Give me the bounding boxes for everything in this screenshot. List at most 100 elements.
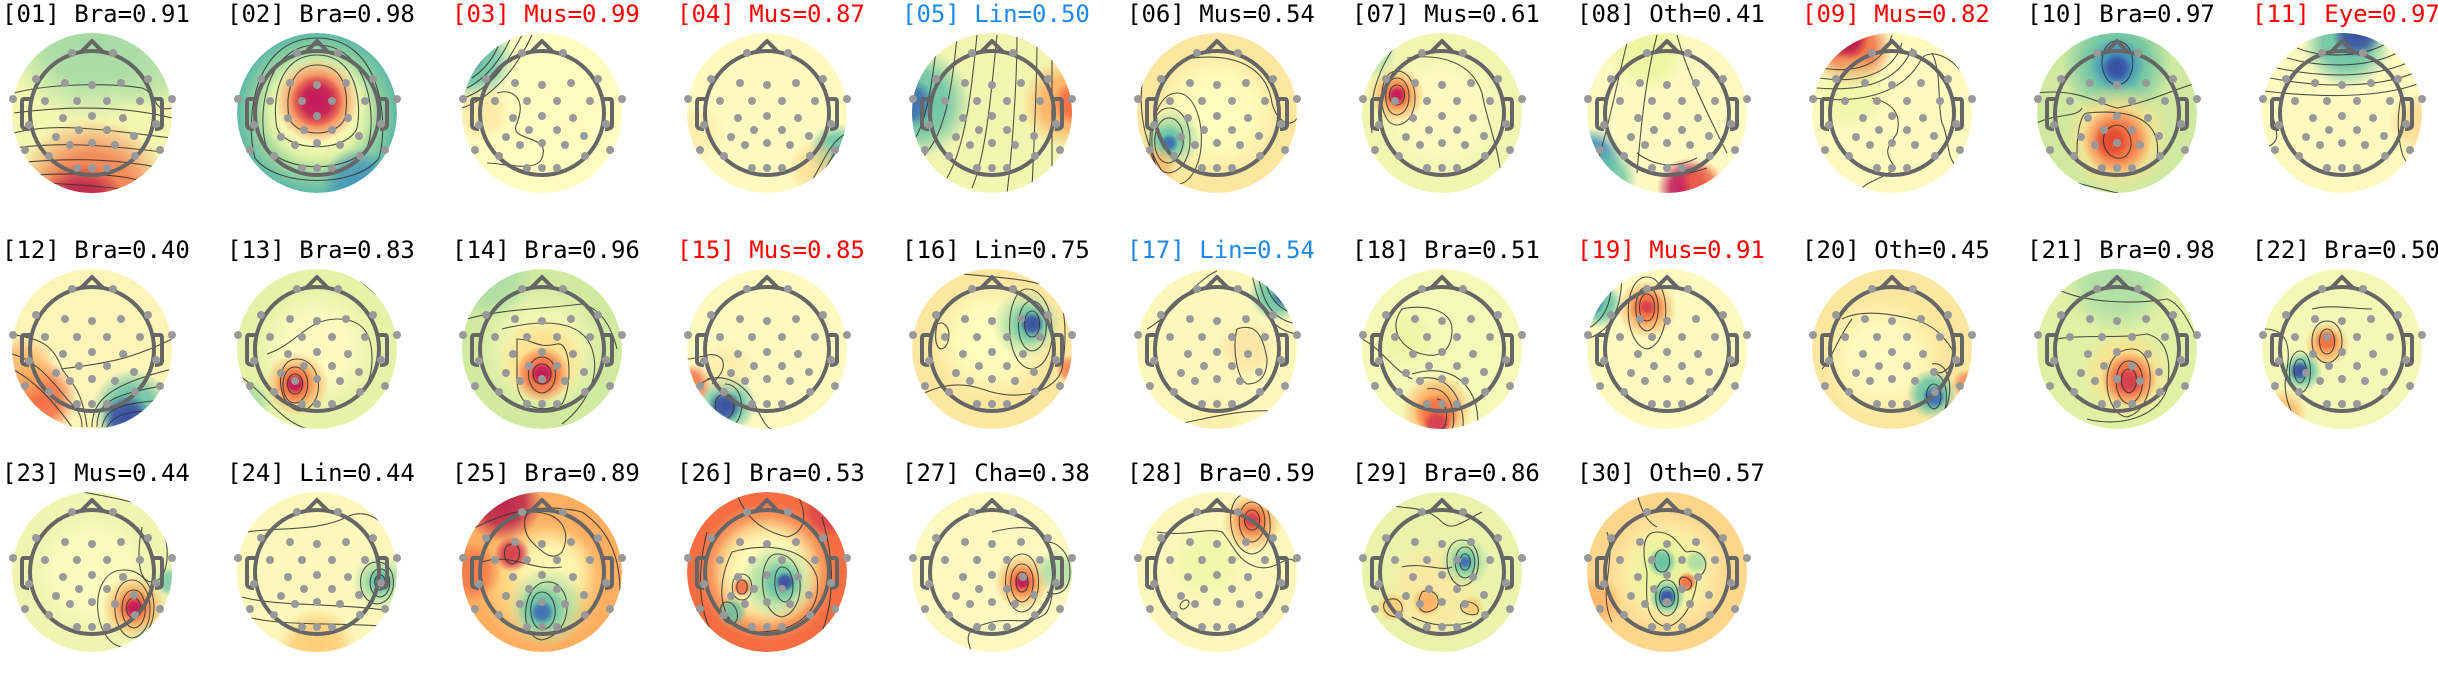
contour-line: [1416, 377, 1464, 429]
contour-line: [1653, 549, 1671, 573]
contour-line: [114, 579, 151, 639]
topomap-field: [12, 492, 172, 652]
component-label: [03] Mus=0.99: [452, 0, 640, 28]
topomap-05: [909, 33, 1076, 193]
component-panel-12: [12] Bra=0.40: [0, 236, 225, 461]
contour-line: [736, 579, 748, 595]
topomap-25: [459, 492, 626, 652]
contour-line: [1005, 553, 1039, 613]
contour-line: [13, 84, 172, 110]
electrodes: [1134, 508, 1301, 631]
contour-line: [1658, 586, 1676, 608]
topomap-10: [2034, 33, 2201, 193]
contour-line: [1381, 501, 1483, 527]
contour-line: [96, 383, 172, 428]
contour-line: [523, 511, 567, 557]
contour-line: [463, 34, 523, 99]
component-panel-20: [20] Oth=0.45: [1800, 236, 2025, 461]
component-label: [30] Oth=0.57: [1577, 459, 1765, 487]
topomap-field: [1587, 33, 1747, 193]
contour-line: [1046, 541, 1071, 595]
electrodes: [459, 508, 626, 631]
contour-line: [1627, 276, 1667, 350]
component-label: [02] Bra=0.98: [227, 0, 415, 28]
head-outline: [1595, 39, 1739, 177]
head-outline: [695, 275, 839, 413]
topomap-field: [2262, 33, 2422, 193]
contour-line: [935, 322, 950, 350]
contour-line: [1459, 553, 1471, 571]
head-outline: [1145, 498, 1289, 636]
contour-line: [762, 553, 801, 618]
head-outline: [1370, 275, 1514, 413]
contour-line: [486, 91, 544, 167]
electrodes: [1584, 49, 1751, 172]
contour-line: [1446, 539, 1480, 587]
contour-line: [13, 144, 171, 154]
head-outline: [470, 39, 614, 177]
electrodes: [1134, 49, 1301, 172]
head-outline: [695, 498, 839, 636]
component-panel-26: [26] Bra=0.53: [675, 459, 900, 684]
topomap-24: [234, 492, 401, 652]
component-label: [29] Bra=0.86: [1352, 459, 1540, 487]
component-panel-28: [28] Bra=0.59: [1125, 459, 1350, 684]
component-label: [10] Bra=0.97: [2027, 0, 2215, 28]
contour-line: [16, 159, 163, 169]
head-outline: [20, 498, 164, 636]
component-label: [04] Mus=0.87: [677, 0, 865, 28]
contour-line: [12, 368, 73, 428]
topomap-field: [1587, 269, 1747, 429]
component-label: [25] Bra=0.89: [452, 459, 640, 487]
electrodes: [2034, 285, 2201, 408]
component-panel-08: [08] Oth=0.41: [1575, 0, 1800, 225]
topomap-field: [1812, 269, 1972, 429]
head-outline: [20, 39, 164, 177]
component-label: [17] Lin=0.54: [1127, 236, 1315, 264]
component-panel-24: [24] Lin=0.44: [225, 459, 450, 684]
electrodes: [1359, 508, 1526, 631]
electrodes: [2259, 285, 2426, 408]
contour-line: [1841, 312, 1954, 374]
contour-line: [237, 373, 308, 429]
contour-line: [2286, 52, 2398, 66]
topomap-field: [1137, 33, 1297, 193]
component-label: [22] Bra=0.50: [2252, 236, 2438, 264]
topomap-27: [909, 492, 1076, 652]
topomap-field: [912, 269, 1072, 429]
electrodes: [1359, 49, 1526, 172]
contour-line: [1179, 599, 1190, 610]
contour-line: [466, 303, 618, 350]
head-outline: [2270, 39, 2414, 177]
topomap-19: [1584, 269, 1751, 429]
component-panel-06: [06] Mus=0.54: [1125, 0, 1350, 225]
component-label: [13] Bra=0.83: [227, 236, 415, 264]
head-outline: [1370, 498, 1514, 636]
contour-line: [121, 589, 146, 629]
contour-line: [1010, 563, 1034, 603]
contour-line: [1655, 579, 1679, 617]
topomap-03: [459, 33, 626, 193]
component-label: [12] Bra=0.40: [2, 236, 190, 264]
topomap-02: [234, 33, 401, 193]
component-panel-18: [18] Bra=0.51: [1350, 236, 1575, 461]
topomap-01: [9, 33, 176, 193]
electrodes: [684, 285, 851, 408]
head-outline: [1145, 39, 1289, 177]
electrodes: [1584, 508, 1751, 631]
contour-line: [1816, 47, 1913, 90]
component-label: [11] Eye=0.97: [2252, 0, 2438, 28]
contour-line: [1676, 34, 1728, 154]
contour-line: [2276, 62, 2408, 76]
head-outline: [1595, 275, 1739, 413]
topomap-26: [684, 492, 851, 652]
component-label: [20] Oth=0.45: [1802, 236, 1990, 264]
contour-line: [1031, 42, 1038, 189]
ica-component-grid: [01] Bra=0.91 [02] Bra=0.98 [03] Mus=0.9…: [0, 0, 2438, 652]
contour-line: [250, 37, 384, 181]
contour-line: [282, 366, 309, 404]
contour-line: [525, 581, 568, 641]
component-panel-23: [23] Mus=0.44: [0, 459, 225, 684]
electrodes: [2259, 49, 2426, 172]
topomap-30: [1584, 492, 1751, 652]
